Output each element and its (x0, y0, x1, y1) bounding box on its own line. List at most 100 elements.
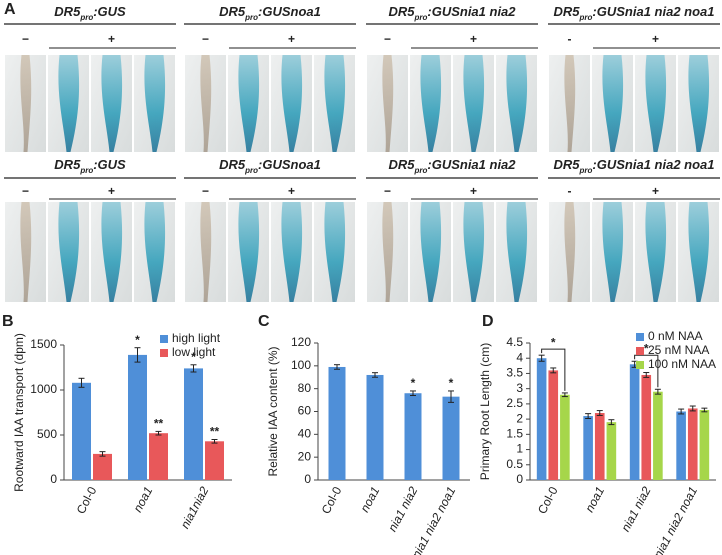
legend-swatch (636, 361, 644, 369)
plus-sign: + (470, 32, 477, 46)
significance-mark: * (191, 350, 196, 364)
plus-sign: + (108, 32, 115, 46)
error-bar (99, 451, 106, 457)
gene: DR5 (554, 157, 581, 172)
y-tick-label: 4.5 (506, 335, 523, 349)
y-tick-label: 3 (516, 381, 523, 395)
subscript: pro (413, 166, 427, 175)
significance-bracket (634, 354, 659, 388)
bar (641, 374, 652, 480)
bar (205, 441, 224, 480)
legend-label: 0 nM NAA (648, 329, 703, 343)
root (281, 55, 303, 152)
error-bar (585, 413, 592, 420)
legend-swatch (636, 333, 644, 341)
root (281, 202, 303, 302)
panel-label: A (4, 1, 16, 18)
legend-swatch (160, 335, 168, 343)
bar (548, 370, 559, 480)
subscript: pro (579, 166, 593, 175)
legend-label: low light (172, 345, 216, 359)
bar (653, 391, 663, 480)
error-bar (155, 430, 162, 436)
x-tick-label: nia1nia2 (178, 484, 212, 531)
root (58, 202, 80, 302)
x-tick-label: noa1 (582, 484, 607, 514)
minus-sign: - (568, 32, 572, 46)
bar (149, 433, 168, 480)
root (58, 55, 80, 152)
gene: DR5 (219, 4, 246, 19)
gene: DR5 (554, 4, 581, 19)
root (463, 55, 485, 152)
y-tick-label: 60 (298, 404, 312, 418)
minus-sign: − (202, 32, 209, 46)
error-bar (596, 410, 603, 416)
error-bar (78, 377, 85, 388)
subscript: pro (413, 13, 427, 22)
error-bar (211, 439, 218, 444)
gene-suffix: :GUSnoa1 (258, 4, 321, 19)
genotype-header: DR5pro:GUSnia1 nia2 (388, 157, 516, 174)
significance-mark: * (644, 341, 649, 355)
x-tick-label: Col-0 (319, 484, 345, 516)
panel-label: C (258, 313, 270, 330)
gene-suffix: :GUSnia1 nia2 (427, 4, 516, 19)
y-tick-label: 1000 (30, 382, 57, 396)
genotype-header: DR5pro:GUSnoa1 (219, 4, 321, 21)
y-tick-label: 0 (304, 472, 311, 486)
significance-mark: ** (210, 425, 220, 439)
plus-sign: + (288, 184, 295, 198)
y-tick-label: 4 (516, 350, 523, 364)
root (382, 202, 394, 302)
error-bar (654, 388, 661, 395)
error-bar (550, 367, 557, 374)
significance-mark: * (551, 335, 556, 349)
root (463, 202, 485, 302)
y-tick-label: 40 (298, 427, 312, 441)
root (506, 202, 528, 302)
root (20, 55, 32, 152)
bar (328, 366, 346, 480)
panel-label: D (482, 313, 494, 330)
genotype-header: DR5pro:GUSnia1 nia2 noa1 (554, 157, 715, 174)
legend-swatch (636, 347, 644, 355)
bar (404, 393, 422, 480)
gene: DR5 (388, 157, 415, 172)
significance-mark: * (449, 376, 454, 390)
bar (594, 413, 605, 480)
significance-mark: * (135, 333, 140, 347)
y-tick-label: 80 (298, 381, 312, 395)
bar (184, 368, 203, 480)
y-tick-label: 500 (37, 427, 57, 441)
legend-swatch (160, 349, 168, 357)
significance-mark: ** (154, 417, 164, 431)
genotype-header: DR5pro:GUSnoa1 (219, 157, 321, 174)
plus-sign: + (470, 184, 477, 198)
y-tick-label: 0 (50, 472, 57, 486)
bar (442, 396, 460, 480)
root (564, 55, 576, 152)
minus-sign: − (202, 184, 209, 198)
root (602, 55, 624, 152)
root (506, 55, 528, 152)
root (382, 55, 394, 152)
gene: DR5 (54, 4, 81, 19)
bar (560, 394, 570, 480)
error-bar (561, 392, 568, 398)
gene-suffix: :GUS (93, 157, 126, 172)
x-tick-label: nia1 nia2 (618, 484, 653, 534)
plus-sign: + (652, 32, 659, 46)
genotype-header: DR5pro:GUSnia1 nia2 noa1 (554, 4, 715, 21)
error-bar (334, 364, 340, 370)
root (144, 55, 166, 152)
legend-label: 100 nM NAA (648, 357, 716, 371)
gene-suffix: :GUSnia1 nia2 noa1 (592, 4, 714, 19)
bar (699, 409, 710, 480)
y-tick-label: 0.5 (506, 457, 523, 471)
error-bar (643, 372, 650, 378)
bar (93, 453, 112, 480)
gene: DR5 (388, 4, 415, 19)
subscript: pro (79, 13, 93, 22)
root (200, 55, 212, 152)
